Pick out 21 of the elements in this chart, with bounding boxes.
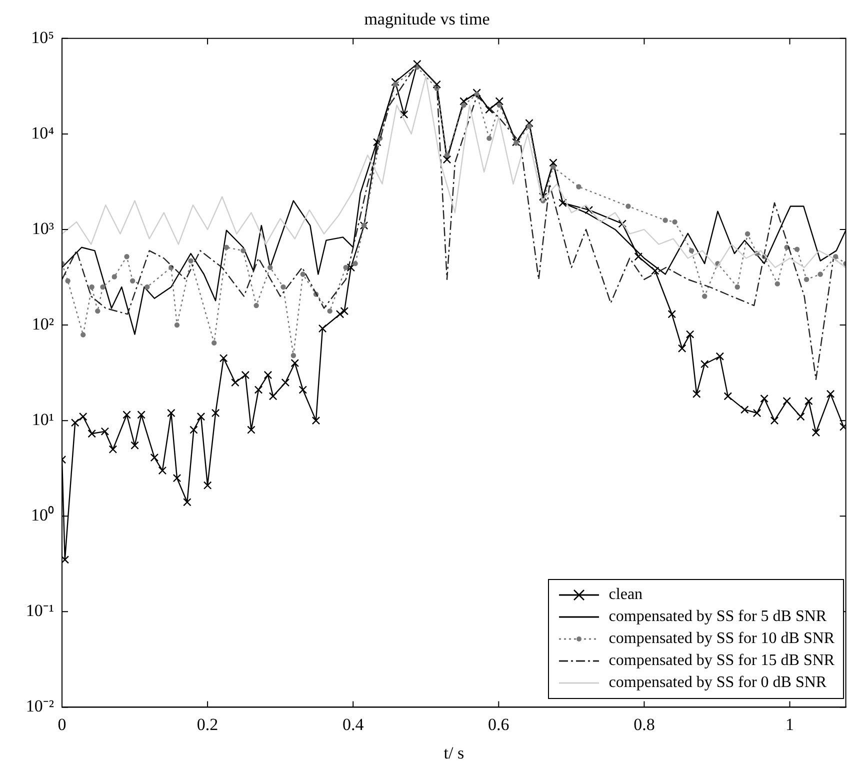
y-tick-label: 10⁵ (31, 28, 54, 47)
x-tick-label: 0.4 (342, 714, 364, 734)
legend-label: compensated by SS for 10 dB SNR (608, 630, 835, 648)
y-tick-label: 10⁻² (26, 696, 54, 716)
x-tick-label: 0.6 (488, 714, 510, 734)
legend-label: compensated by SS for 15 dB SNR (608, 652, 835, 670)
y-tick-label: 10⁴ (31, 123, 54, 142)
y-tick-label: 10¹ (32, 410, 54, 430)
legend-label: clean (608, 586, 643, 604)
x-tick-label: 0.2 (196, 714, 218, 734)
y-tick-label: 10⁰ (31, 506, 54, 525)
y-tick-label: 10² (32, 314, 54, 334)
y-tick-label: 10⁻¹ (26, 601, 54, 620)
x-tick-label: 0.8 (634, 714, 655, 734)
x-tick-label: 1 (786, 714, 794, 734)
x-axis-title: t/ s (444, 743, 464, 762)
chart-title: magnitude vs time (364, 10, 490, 29)
y-tick-label: 10³ (32, 218, 54, 238)
x-tick-label: 0 (58, 714, 66, 734)
legend-label: compensated by SS for 0 dB SNR (608, 674, 827, 692)
legend-label: compensated by SS for 5 dB SNR (608, 608, 827, 626)
